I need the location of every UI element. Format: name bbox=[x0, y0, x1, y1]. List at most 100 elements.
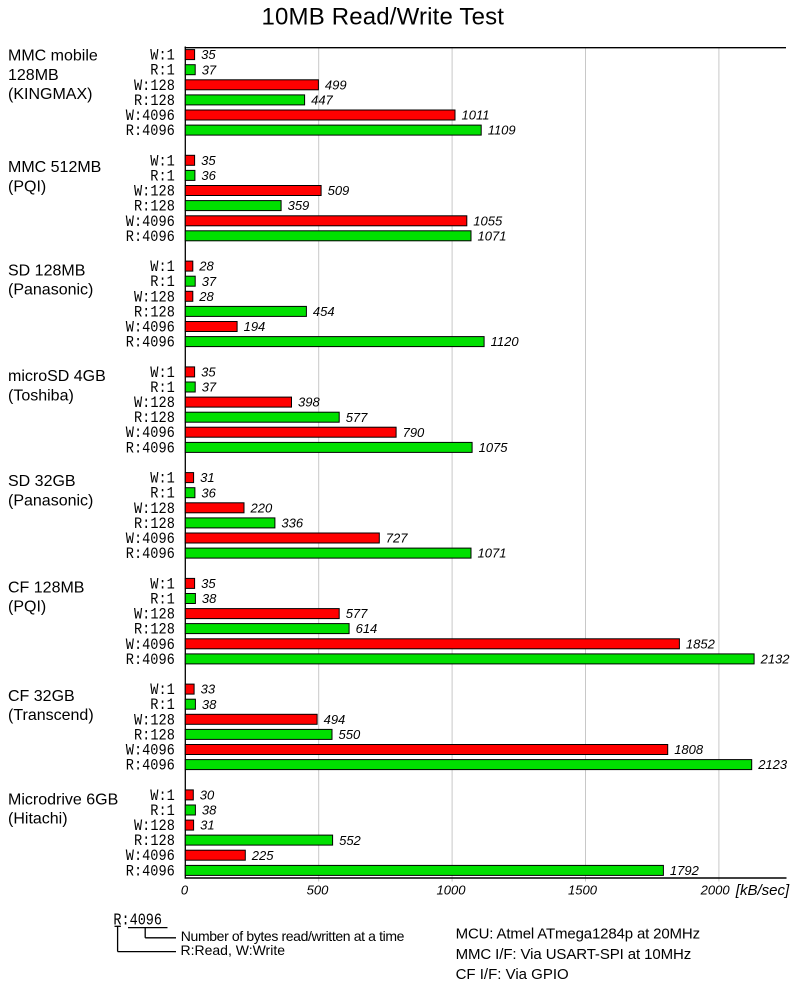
svg-text:36: 36 bbox=[201, 168, 216, 183]
svg-text:R:1: R:1 bbox=[150, 802, 175, 820]
svg-text:454: 454 bbox=[313, 304, 335, 319]
svg-text:1055: 1055 bbox=[473, 213, 503, 228]
svg-text:398: 398 bbox=[298, 395, 320, 410]
svg-text:1120: 1120 bbox=[491, 334, 520, 349]
svg-text:R:1: R:1 bbox=[150, 167, 175, 185]
svg-text:35: 35 bbox=[201, 153, 216, 168]
svg-text:494: 494 bbox=[324, 712, 346, 727]
svg-text:38: 38 bbox=[202, 591, 217, 606]
svg-text:37: 37 bbox=[202, 62, 217, 77]
svg-text:MCU: Atmel ATmega1284p at 20MH: MCU: Atmel ATmega1284p at 20MHz bbox=[456, 926, 700, 943]
svg-text:W:4096: W:4096 bbox=[126, 530, 175, 548]
svg-text:R:4096: R:4096 bbox=[126, 439, 175, 457]
svg-text:SD 32GB: SD 32GB bbox=[8, 473, 76, 490]
svg-text:R:128: R:128 bbox=[134, 92, 175, 110]
svg-text:1071: 1071 bbox=[478, 228, 507, 243]
svg-text:0: 0 bbox=[181, 883, 189, 898]
svg-text:577: 577 bbox=[346, 410, 368, 425]
svg-text:R:1: R:1 bbox=[150, 485, 175, 503]
svg-text:614: 614 bbox=[356, 621, 378, 636]
svg-text:W:4096: W:4096 bbox=[126, 636, 175, 654]
svg-text:W:1: W:1 bbox=[150, 258, 175, 276]
svg-text:R:1: R:1 bbox=[150, 696, 175, 714]
svg-text:W:128: W:128 bbox=[134, 77, 175, 95]
svg-text:1000: 1000 bbox=[437, 883, 467, 898]
svg-text:(Hitachi): (Hitachi) bbox=[8, 811, 68, 828]
svg-text:37: 37 bbox=[202, 274, 217, 289]
svg-text:35: 35 bbox=[201, 576, 216, 591]
svg-text:CF I/F: Via GPIO: CF I/F: Via GPIO bbox=[456, 966, 569, 983]
svg-text:(Toshiba): (Toshiba) bbox=[8, 387, 74, 404]
svg-text:128MB: 128MB bbox=[8, 67, 59, 84]
svg-text:727: 727 bbox=[386, 531, 408, 546]
svg-text:36: 36 bbox=[201, 485, 216, 500]
svg-text:SD 128MB: SD 128MB bbox=[8, 263, 85, 280]
svg-text:R:Read, W:Write: R:Read, W:Write bbox=[181, 942, 286, 958]
svg-text:38: 38 bbox=[202, 803, 217, 818]
svg-text:1808: 1808 bbox=[674, 742, 704, 757]
svg-text:33: 33 bbox=[201, 682, 216, 697]
svg-text:336: 336 bbox=[281, 516, 303, 531]
svg-text:W:4096: W:4096 bbox=[126, 847, 175, 865]
svg-text:500: 500 bbox=[307, 883, 329, 898]
svg-text:359: 359 bbox=[288, 198, 310, 213]
svg-text:W:128: W:128 bbox=[134, 288, 175, 306]
svg-text:(Panasonic): (Panasonic) bbox=[8, 282, 93, 299]
svg-text:499: 499 bbox=[325, 77, 347, 92]
svg-text:30: 30 bbox=[200, 788, 215, 803]
svg-text:W:128: W:128 bbox=[134, 500, 175, 518]
svg-text:W:1: W:1 bbox=[150, 681, 175, 699]
svg-text:W:128: W:128 bbox=[134, 817, 175, 835]
svg-text:31: 31 bbox=[200, 818, 214, 833]
svg-text:W:4096: W:4096 bbox=[126, 213, 175, 231]
svg-text:10MB Read/Write Test: 10MB Read/Write Test bbox=[262, 4, 505, 31]
svg-text:W:1: W:1 bbox=[150, 787, 175, 805]
svg-text:CF 128MB: CF 128MB bbox=[8, 579, 84, 596]
svg-text:MMC mobile: MMC mobile bbox=[8, 48, 98, 65]
svg-text:1075: 1075 bbox=[479, 440, 509, 455]
svg-text:R:1: R:1 bbox=[150, 62, 175, 80]
svg-text:R:128: R:128 bbox=[134, 726, 175, 744]
svg-text:R:4096: R:4096 bbox=[126, 545, 175, 563]
svg-text:790: 790 bbox=[403, 425, 425, 440]
svg-text:220: 220 bbox=[250, 500, 273, 515]
svg-text:W:4096: W:4096 bbox=[126, 424, 175, 442]
svg-text:R:4096: R:4096 bbox=[126, 757, 175, 775]
svg-text:MMC 512MB: MMC 512MB bbox=[8, 159, 101, 176]
svg-text:552: 552 bbox=[339, 833, 361, 848]
svg-text:R:1: R:1 bbox=[150, 591, 175, 609]
svg-text:Number of bytes read/written a: Number of bytes read/written at a time bbox=[181, 928, 405, 944]
svg-text:W:128: W:128 bbox=[134, 183, 175, 201]
svg-text:R:128: R:128 bbox=[134, 198, 175, 216]
svg-text:W:1: W:1 bbox=[150, 47, 175, 65]
svg-text:R:4096: R:4096 bbox=[126, 651, 175, 669]
svg-text:577: 577 bbox=[346, 606, 368, 621]
svg-text:550: 550 bbox=[339, 727, 361, 742]
svg-text:W:1: W:1 bbox=[150, 152, 175, 170]
svg-text:447: 447 bbox=[311, 93, 333, 108]
svg-text:R:128: R:128 bbox=[134, 621, 175, 639]
svg-text:509: 509 bbox=[328, 183, 350, 198]
svg-text:35: 35 bbox=[201, 47, 216, 62]
svg-text:(Transcend): (Transcend) bbox=[8, 707, 94, 724]
svg-text:W:1: W:1 bbox=[150, 364, 175, 382]
svg-text:1109: 1109 bbox=[488, 123, 516, 138]
svg-text:2132: 2132 bbox=[760, 652, 791, 667]
svg-text:W:128: W:128 bbox=[134, 394, 175, 412]
svg-text:(PQI): (PQI) bbox=[8, 599, 46, 616]
svg-text:R:4096: R:4096 bbox=[126, 228, 175, 246]
svg-text:R:128: R:128 bbox=[134, 515, 175, 533]
svg-text:W:1: W:1 bbox=[150, 575, 175, 593]
svg-text:225: 225 bbox=[251, 848, 274, 863]
svg-text:W:4096: W:4096 bbox=[126, 319, 175, 337]
svg-text:Microdrive 6GB: Microdrive 6GB bbox=[8, 791, 118, 808]
svg-text:R:128: R:128 bbox=[134, 409, 175, 427]
svg-text:[kB/sec]: [kB/sec] bbox=[735, 882, 790, 899]
svg-text:2123: 2123 bbox=[757, 757, 788, 772]
svg-text:W:4096: W:4096 bbox=[126, 742, 175, 760]
svg-text:38: 38 bbox=[202, 697, 217, 712]
svg-text:(Panasonic): (Panasonic) bbox=[8, 492, 93, 509]
svg-text:W:128: W:128 bbox=[134, 711, 175, 729]
svg-text:1500: 1500 bbox=[568, 883, 598, 898]
svg-text:R:4096: R:4096 bbox=[126, 334, 175, 352]
